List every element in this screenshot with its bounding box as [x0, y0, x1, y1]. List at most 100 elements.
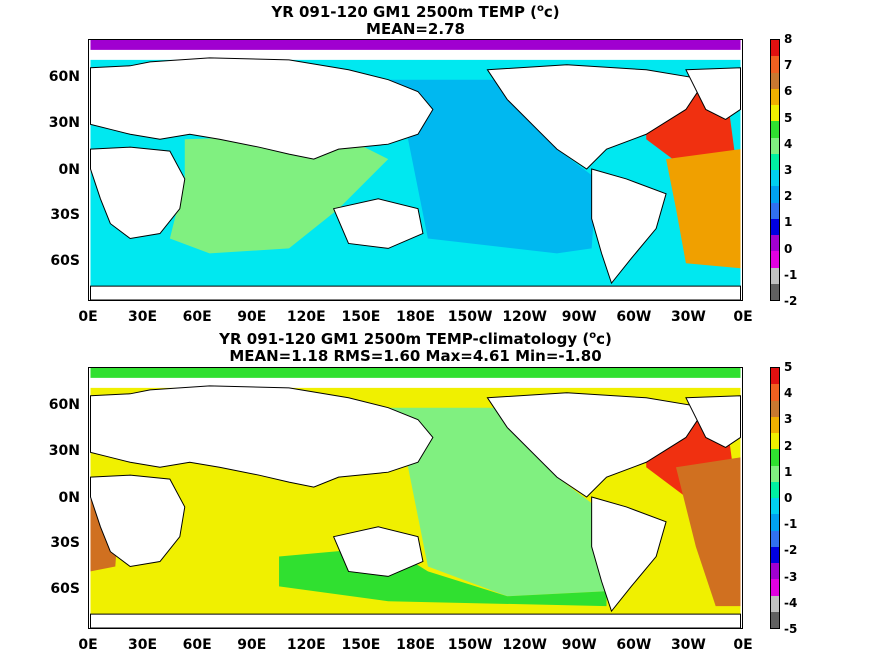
panel1-title: YR 091-120 GM1 2500m TEMP (oc) MEAN=2.78 — [88, 0, 743, 38]
lon-tick-label: 90E — [237, 637, 267, 653]
colorbar-label: 5 — [784, 110, 793, 125]
lon-tick-label: 120W — [502, 309, 547, 325]
lon-tick-label: 0E — [733, 309, 753, 325]
lon-tick-label: 0E — [78, 309, 98, 325]
colorbar-swatch — [771, 251, 779, 268]
colorbar-label: 5 — [784, 360, 793, 374]
colorbar-swatch — [771, 416, 779, 433]
colorbar-label: -1 — [784, 517, 798, 532]
panel2-title-line2: MEAN=1.18 RMS=1.60 Max=4.61 Min=-1.80 — [229, 347, 602, 365]
ocean-field-indian — [169, 134, 389, 254]
lon-tick-label: 90W — [561, 309, 597, 325]
land-australia — [332, 198, 424, 249]
colorbar-swatch — [771, 170, 779, 187]
colorbar-label: 1 — [784, 464, 793, 479]
land-samerica — [591, 168, 667, 285]
land-australia — [332, 526, 424, 577]
panel1-title-unit: c) — [543, 3, 560, 21]
colorbar-swatch — [771, 218, 779, 235]
colorbar-label: 4 — [784, 136, 793, 151]
land-europe — [685, 395, 741, 448]
colorbar-swatch — [771, 105, 779, 122]
panel1-title-sup: o — [537, 3, 544, 14]
panel1-title-line1: YR 091-120 GM1 2500m TEMP ( — [271, 3, 538, 21]
colorbar-swatch — [771, 530, 779, 547]
colorbar-label: 8 — [784, 32, 793, 46]
colorbar-label: 4 — [784, 386, 793, 401]
panel2-title-unit: c) — [596, 330, 612, 348]
panel2-title: YR 091-120 GM1 2500m TEMP-climatology (o… — [88, 327, 743, 365]
land-antarctica — [90, 285, 741, 300]
land-africa — [90, 474, 186, 567]
colorbar-swatch — [771, 368, 779, 385]
colorbar-label: 7 — [784, 58, 793, 73]
lon-tick-label: 150E — [341, 637, 381, 653]
colorbar-label: 0 — [784, 241, 793, 256]
lon-tick-label: 150E — [341, 309, 381, 325]
colorbar-swatch — [771, 595, 779, 612]
land-africa — [90, 146, 186, 239]
colorbar-label: -5 — [784, 622, 798, 636]
map-canvas — [90, 40, 741, 300]
lon-tick-label: 30E — [128, 309, 158, 325]
lon-tick-label: 180E — [396, 637, 435, 653]
lon-tick-label: 30W — [670, 309, 706, 325]
land-eurasia — [90, 57, 434, 160]
ocean-field-arctic — [90, 368, 741, 378]
lon-tick-label: 60E — [182, 637, 212, 653]
colorbar-swatch — [771, 384, 779, 401]
colorbar-swatch — [771, 137, 779, 154]
lat-tick-label: 30N — [48, 443, 80, 459]
ocean-field-pacific — [388, 79, 597, 254]
land-eurasia — [90, 385, 434, 488]
lat-tick-label: 60N — [48, 397, 80, 413]
colorbar-swatch — [771, 481, 779, 498]
lon-tick-label: 120W — [502, 637, 547, 653]
colorbar-swatch — [771, 400, 779, 417]
colorbar-label: 3 — [784, 163, 793, 177]
panel2-colorbar — [770, 367, 780, 629]
colorbar-swatch — [771, 563, 779, 580]
ocean-field-pacific — [388, 407, 607, 597]
lat-tick-label: 60S — [50, 253, 80, 269]
panel1-map — [88, 39, 743, 301]
colorbar-swatch — [771, 40, 779, 57]
lon-tick-label: 60W — [616, 637, 652, 653]
lon-tick-label: 30W — [670, 637, 706, 653]
lat-tick-label: 60N — [48, 69, 80, 85]
colorbar-swatch — [771, 186, 779, 203]
land-samerica — [591, 496, 667, 613]
colorbar-label: -4 — [784, 595, 798, 610]
lon-tick-label: 0E — [733, 637, 753, 653]
lon-tick-label: 120E — [286, 637, 326, 653]
colorbar-label: 2 — [784, 189, 793, 204]
lon-tick-label: 30E — [128, 637, 158, 653]
lat-tick-label: 60S — [50, 581, 80, 597]
lon-tick-label: 0E — [78, 637, 98, 653]
colorbar-swatch — [771, 611, 779, 628]
colorbar-swatch — [771, 72, 779, 89]
colorbar-label: 1 — [784, 215, 793, 230]
land-namerica — [486, 64, 707, 170]
colorbar-swatch — [771, 465, 779, 482]
colorbar-swatch — [771, 267, 779, 284]
ocean-field-south-atlantic — [675, 457, 741, 607]
colorbar-swatch — [771, 433, 779, 450]
lon-tick-label: 90W — [561, 637, 597, 653]
colorbar-label: -2 — [784, 294, 798, 308]
lon-tick-label: 150W — [447, 637, 493, 653]
land-europe — [685, 67, 741, 120]
colorbar-swatch — [771, 235, 779, 252]
colorbar-label: -3 — [784, 569, 798, 584]
lat-tick-label: 0N — [58, 490, 80, 506]
colorbar-label: 3 — [784, 412, 793, 427]
colorbar-swatch — [771, 579, 779, 596]
colorbar-label: -2 — [784, 543, 798, 558]
colorbar-swatch — [771, 514, 779, 531]
panel1-title-line2: MEAN=2.78 — [366, 20, 465, 38]
lon-tick-label: 150W — [447, 309, 493, 325]
lon-tick-label: 60W — [616, 309, 652, 325]
lon-tick-label: 60E — [182, 309, 212, 325]
colorbar-label: 2 — [784, 438, 793, 453]
lat-tick-label: 0N — [58, 162, 80, 178]
